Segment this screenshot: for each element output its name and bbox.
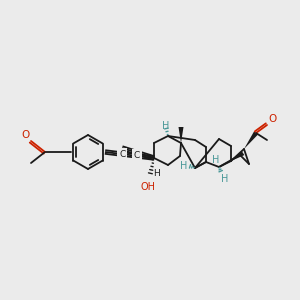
Text: H: H — [162, 121, 170, 131]
Text: O: O — [268, 114, 276, 124]
Text: H: H — [221, 174, 228, 184]
Text: O: O — [22, 130, 30, 140]
Text: H: H — [212, 155, 219, 165]
Text: H: H — [153, 169, 160, 178]
Polygon shape — [244, 131, 258, 149]
Polygon shape — [178, 127, 184, 143]
Polygon shape — [231, 151, 244, 161]
Text: C: C — [134, 152, 140, 160]
Text: C: C — [119, 150, 125, 159]
Text: H: H — [180, 161, 187, 171]
Text: OH: OH — [140, 182, 155, 192]
